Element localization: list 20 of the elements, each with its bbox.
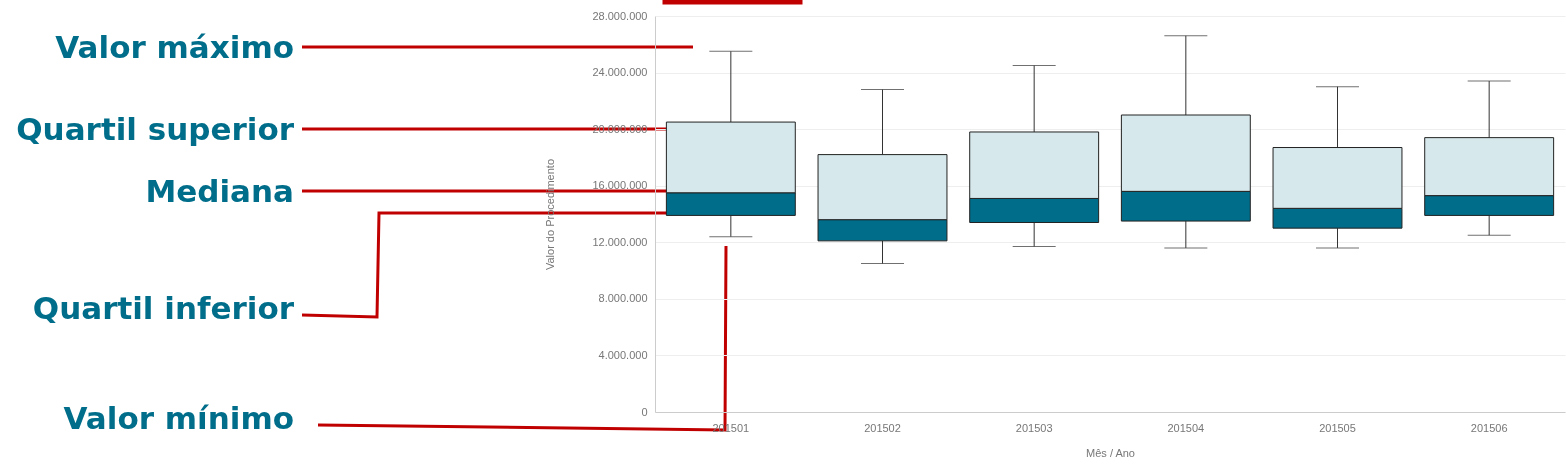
- x-tick-label: 201506: [1470, 421, 1508, 434]
- text: Valor máximo: [55, 29, 294, 65]
- y-tick-label: 4.000.000: [598, 348, 648, 361]
- text: Quartil superior: [16, 111, 294, 147]
- y-tick-label: 24.000.000: [592, 66, 648, 79]
- x-tick-label: 201504: [1167, 421, 1205, 434]
- y-tick-label: 0: [641, 405, 648, 418]
- text: Quartil inferior: [32, 290, 294, 326]
- y-tick-label: 12.000.000: [592, 235, 648, 248]
- y-axis-title: Valor do Procedimento: [544, 158, 557, 271]
- y-tick-label: 20.000.000: [592, 122, 648, 135]
- x-tick-label: 201502: [864, 421, 901, 434]
- x-axis-title: Mês / Ano: [1086, 446, 1135, 459]
- y-tick-label: 8.000.000: [598, 292, 648, 305]
- x-tick-label: 201505: [1319, 421, 1356, 434]
- x-tick-label: 201503: [1015, 421, 1053, 434]
- text: Mediana: [145, 173, 294, 209]
- y-tick-label: 16.000.000: [592, 179, 648, 192]
- y-tick-label: 28.000.000: [592, 9, 648, 22]
- text: Valor mínimo: [63, 400, 294, 436]
